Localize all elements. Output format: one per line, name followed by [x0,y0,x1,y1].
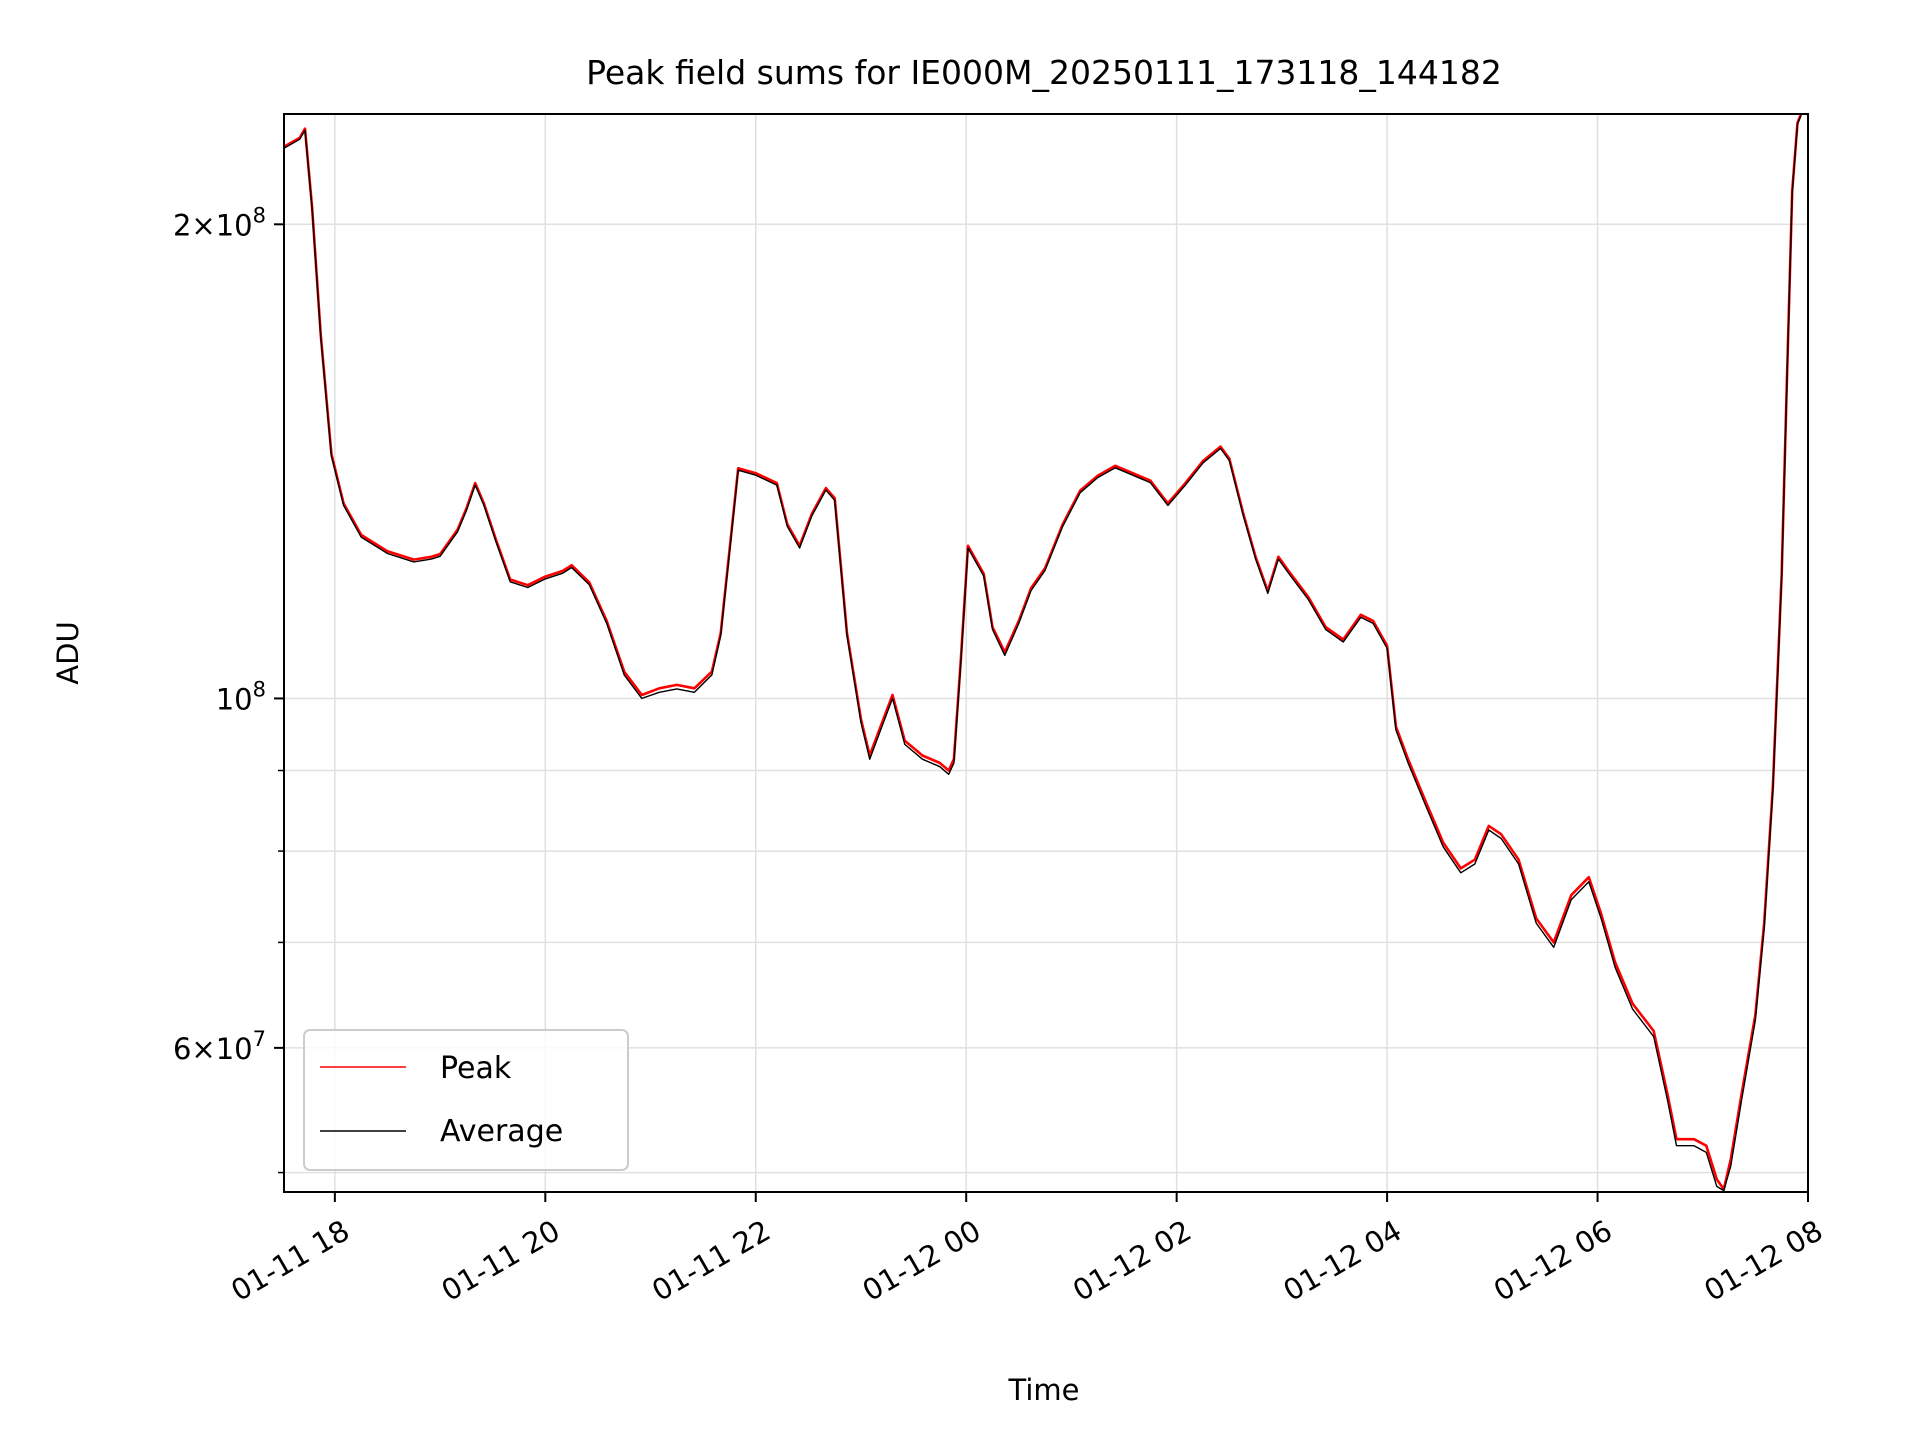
legend-peak-label: Peak [440,1051,512,1086]
chart-title: Peak field sums for IE000M_20250111_1731… [586,53,1502,92]
legend: Peak Average [303,1029,629,1171]
series-line-peak [283,113,1803,1191]
plot-frame [283,113,1809,1193]
y-axis-label: ADU [51,621,85,684]
y-tick-label: 108 [216,677,266,716]
legend-box [303,1029,629,1171]
series-lines [283,113,1803,1192]
y-tick-label: 2×108 [173,203,266,242]
legend-average-label: Average [440,1114,563,1149]
series-line-average [283,115,1802,1192]
y-tick-label: 6×107 [173,1027,266,1066]
x-axis-label: Time [1008,1373,1080,1407]
